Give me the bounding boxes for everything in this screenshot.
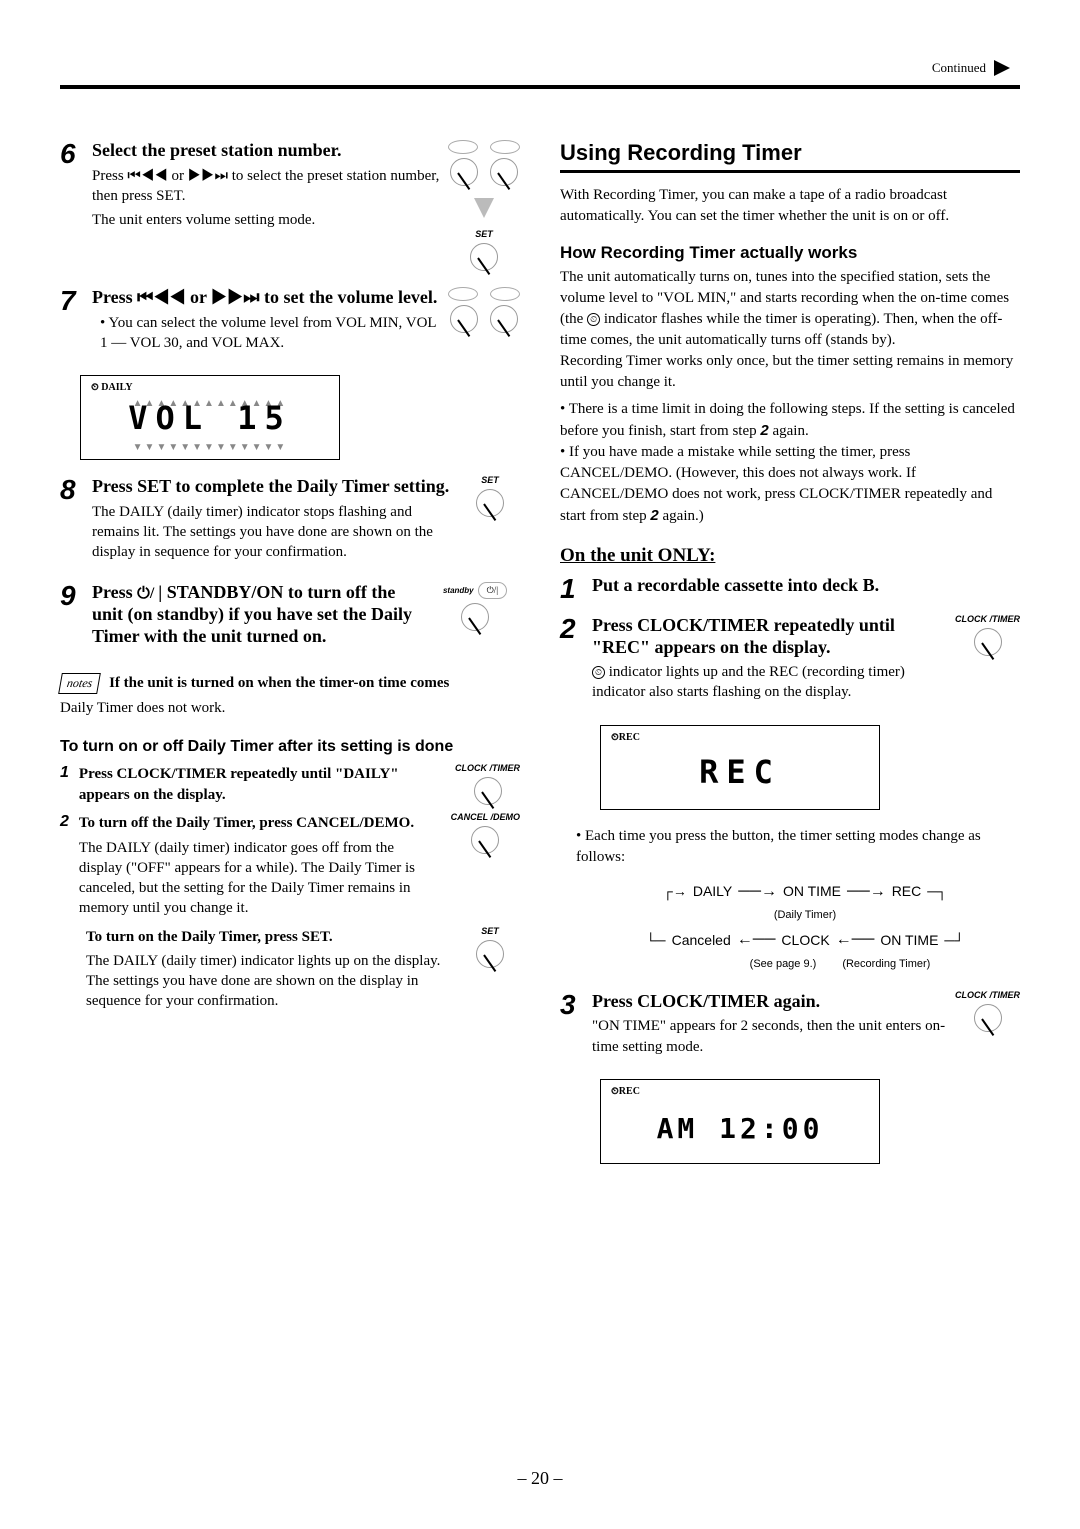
step-8-body: The DAILY (daily timer) indicator stops … (92, 502, 452, 563)
left-column: 6 Select the preset station number. Pres… (60, 140, 520, 1180)
display-rec: ⏲REC REC (600, 725, 880, 810)
r1-num: 1 (560, 575, 584, 603)
sub-2-num: 2 (60, 813, 69, 918)
page-number: – 20 – (0, 1468, 1080, 1489)
step-9-number: 9 (60, 582, 84, 647)
r2-head: Press CLOCK/TIMER repeatedly until "REC"… (592, 615, 947, 658)
display-am: ⏲REC AM 12:00 (600, 1079, 880, 1164)
notes-block: notes If the unit is turned on when the … (60, 673, 520, 694)
how-body1: The unit automatically turns on, tunes i… (560, 267, 1020, 351)
how-bullet1: • There is a time limit in doing the fol… (560, 399, 1020, 442)
r3-body: "ON TIME" appears for 2 seconds, then th… (592, 1016, 947, 1057)
step-6-body: Press ⏮◀◀ or ▶▶⏭ to select the preset st… (92, 166, 440, 207)
recording-timer-title: Using Recording Timer (560, 140, 1020, 173)
sub-2-head: To turn off the Daily Timer, press CANCE… (79, 813, 441, 833)
r3-num: 3 (560, 991, 584, 1057)
sub-2-icon: CANCEL /DEMO (451, 813, 520, 918)
step-7-head: Press ⏮◀◀ or ▶▶⏭ to set the volume level… (92, 287, 440, 309)
step-6-number: 6 (60, 140, 84, 259)
step-8-icon: SET (460, 476, 520, 574)
step-7-number: 7 (60, 287, 84, 353)
sub-1-num: 1 (60, 764, 69, 805)
timer-icon: ⏲ (587, 313, 600, 326)
r1-head: Put a recordable cassette into deck B. (592, 575, 1020, 597)
step-9-icon: standby ⏻/| (430, 582, 520, 659)
timer-icon-2: ⏲ (592, 666, 605, 679)
r3-icon: CLOCK /TIMER (955, 991, 1020, 1069)
step-6-head: Select the preset station number. (92, 140, 440, 162)
r3-head: Press CLOCK/TIMER again. (592, 991, 947, 1013)
sub-on-icon: SET (460, 927, 520, 1012)
r2-num: 2 (560, 615, 584, 703)
step-6-body2: The unit enters volume setting mode. (92, 210, 440, 230)
sub-1-head: Press CLOCK/TIMER repeatedly until "DAIL… (79, 764, 445, 805)
continued-arrow-icon (994, 60, 1010, 76)
step-8-number: 8 (60, 476, 84, 562)
step-7-icons (448, 287, 520, 365)
how-head: How Recording Timer actually works (560, 243, 1020, 263)
how-bullet2: • If you have made a mistake while setti… (560, 442, 1020, 527)
r2-body: ⏲ indicator lights up and the REC (recor… (592, 662, 947, 703)
each-time: • Each time you press the button, the ti… (576, 826, 1020, 868)
sub-on-body: The DAILY (daily timer) indicator lights… (86, 951, 450, 1012)
step-7-bullet: You can select the volume level from VOL… (100, 313, 440, 354)
unit-only-head: On the unit ONLY: (560, 545, 1020, 567)
sub-on-head: To turn on the Daily Timer, press SET. (86, 927, 450, 947)
notes-body: Daily Timer does not work. (60, 698, 520, 718)
daily-toggle-subhead: To turn on or off Daily Timer after its … (60, 738, 520, 756)
top-rule (60, 85, 1020, 89)
recording-intro: With Recording Timer, you can make a tap… (560, 185, 1020, 227)
flow-diagram: ┌→ DAILY ──→ ON TIME ──→ REC ─┐ (Daily T… (590, 878, 1020, 975)
continued-label: Continued (932, 60, 986, 76)
sub-1-icon: CLOCK /TIMER (455, 764, 520, 805)
sub-2-body: The DAILY (daily timer) indicator goes o… (79, 838, 441, 919)
display-vol: ⏲ DAILY ▲▲▲▲▲▲▲▲▲▲▲▲▲ VOL 15 ▼▼▼▼▼▼▼▼▼▼▼… (80, 375, 340, 460)
r2-icon: CLOCK /TIMER (955, 615, 1020, 715)
step-8-head: Press SET to complete the Daily Timer se… (92, 476, 452, 498)
how-body2: Recording Timer works only once, but the… (560, 351, 1020, 393)
right-column: Using Recording Timer With Recording Tim… (560, 140, 1020, 1180)
step-9-head: Press ⏻/ | STANDBY/ON to turn off the un… (92, 582, 422, 647)
step-6-icons: SET (448, 140, 520, 271)
